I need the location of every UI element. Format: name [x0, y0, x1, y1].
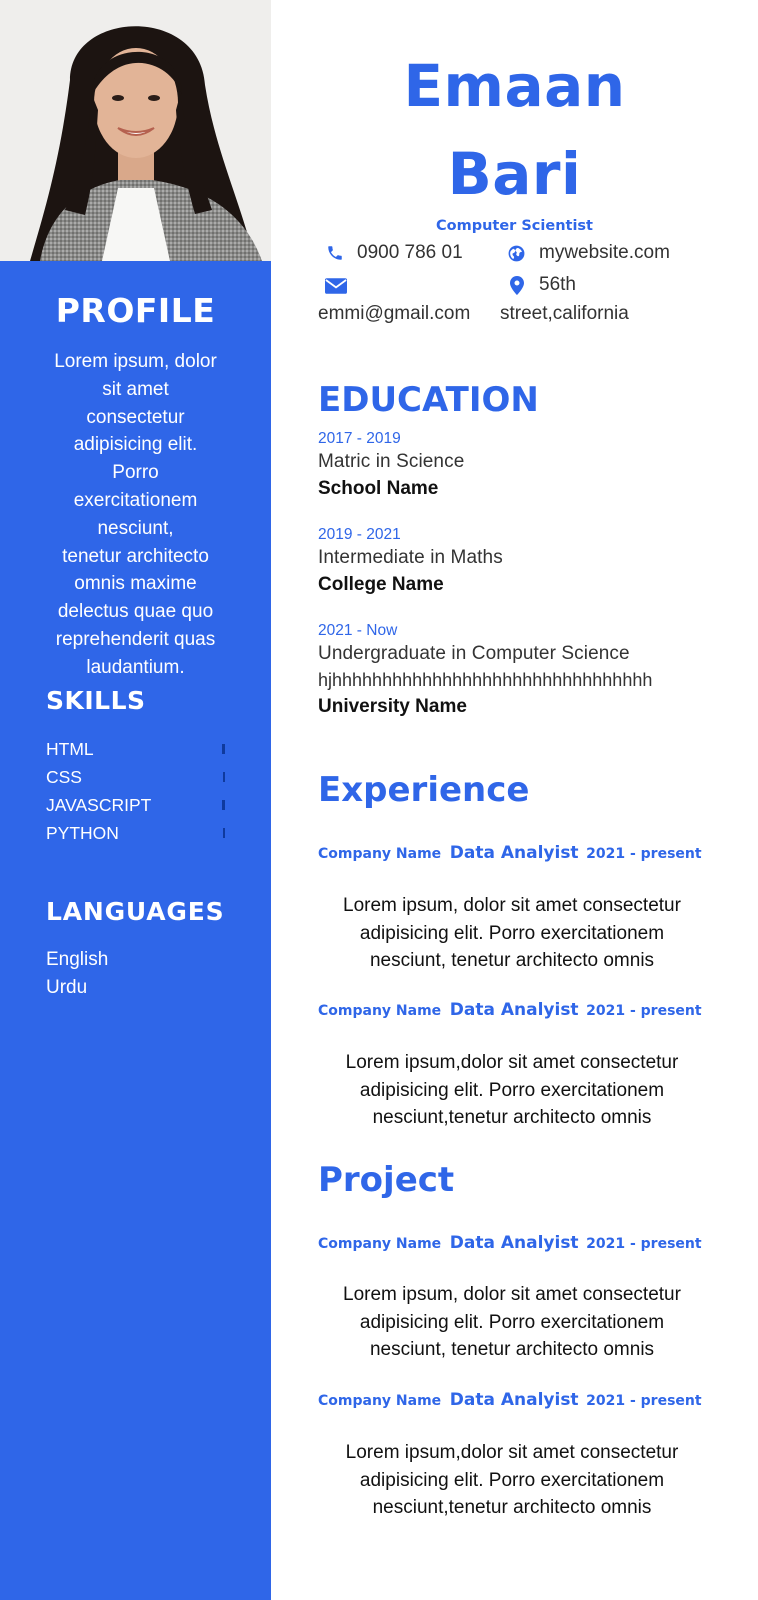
education-entry: 2017 - 2019 Matric in Science School Nam… [318, 429, 718, 503]
skill-label: HTML [46, 739, 94, 759]
profile-heading: PROFILE [55, 291, 216, 330]
profile-line: laudantium. [86, 656, 185, 678]
map-pin-icon [510, 276, 524, 299]
envelope-icon [325, 278, 347, 298]
profile-summary: Lorem ipsum, dolor sit amet consectetur … [28, 348, 243, 682]
education-degree: Intermediate in Maths [318, 547, 503, 568]
skill-label: CSS [46, 767, 82, 787]
project-description: Lorem ipsum, dolor sit amet consectetur … [318, 1281, 706, 1364]
profile-line: adipisicing elit. [73, 434, 198, 456]
description-line: nesciunt,tenetur architecto omnis [372, 1107, 652, 1129]
job-date: 2021 - present [586, 1393, 702, 1409]
skills-heading: SKILLS [46, 686, 146, 715]
contact-address-line1: 56th [539, 274, 576, 295]
skill-level-bar [222, 744, 225, 754]
skill-item: JAVASCRIPT [46, 793, 231, 821]
sidebar: PROFILE Lorem ipsum, dolor sit amet cons… [0, 0, 271, 1600]
profile-photo [0, 0, 271, 261]
company-name: Company Name [318, 1393, 442, 1409]
language-item: English [46, 949, 109, 970]
education-school: College Name [318, 574, 444, 595]
contact-phone: 0900 786 01 [357, 242, 463, 263]
company-name: Company Name [318, 1003, 442, 1019]
job-title: Computer Scientist [435, 218, 593, 234]
experience-entry-header: Company Name Data Analyist 2021 - presen… [318, 843, 703, 863]
last-name: Bari [447, 140, 582, 208]
profile-line: exercitationem [73, 489, 198, 511]
skills-list: HTML CSS JAVASCRIPT PYTHON [46, 737, 231, 849]
education-entry: 2019 - 2021 Intermediate in Maths Colleg… [318, 525, 718, 599]
contact-website[interactable]: mywebsite.com [539, 242, 670, 263]
experience-heading: Experience [318, 770, 530, 810]
languages-heading: LANGUAGES [46, 897, 225, 926]
language-item: Urdu [46, 976, 88, 998]
skill-label: JAVASCRIPT [46, 795, 152, 815]
description-line: Lorem ipsum,dolor sit amet consectetur [345, 1442, 679, 1463]
profile-line: sit amet [102, 378, 169, 400]
education-heading: EDUCATION [318, 380, 539, 420]
profile-line: reprehenderit quas [55, 628, 216, 650]
experience-description: Lorem ipsum, dolor sit amet consectetur … [318, 892, 706, 975]
project-heading: Project [318, 1160, 455, 1200]
profile-line: consectetur [86, 406, 185, 428]
company-name: Company Name [318, 1236, 442, 1252]
description-line: Lorem ipsum,dolor sit amet consectetur [345, 1052, 679, 1073]
company-name: Company Name [318, 846, 442, 862]
contact-address-line2: street,california [500, 303, 629, 324]
skill-level-bar [223, 772, 225, 782]
job-date: 2021 - present [586, 1003, 702, 1019]
education-date: 2017 - 2019 [318, 430, 401, 447]
job-role: Data Analyist [449, 1233, 579, 1253]
profile-line: omnis maxime [74, 573, 197, 595]
description-line: nesciunt,tenetur architecto omnis [372, 1497, 652, 1519]
project-entry-header: Company Name Data Analyist 2021 - presen… [318, 1390, 703, 1410]
skill-item: PYTHON [46, 821, 231, 849]
first-name: Emaan [403, 52, 626, 120]
description-line: adipisicing elit. Porro exercitationem [359, 1079, 665, 1101]
experience-description: Lorem ipsum,dolor sit amet consectetur a… [318, 1049, 706, 1132]
profile-line: Lorem ipsum, dolor [54, 351, 217, 372]
education-degree: Undergraduate in Computer Science [318, 643, 630, 664]
job-role: Data Analyist [449, 1000, 579, 1020]
education-degree-extra: hjhhhhhhhhhhhhhhhhhhhhhhhhhhhhhhhh [318, 670, 653, 690]
globe-icon [507, 244, 526, 267]
languages-list: English Urdu [46, 946, 108, 1001]
skill-item: CSS [46, 765, 231, 793]
description-line: Lorem ipsum, dolor sit amet consectetur [343, 895, 681, 916]
description-line: nesciunt, tenetur architecto omnis [369, 1339, 655, 1361]
skill-item: HTML [46, 737, 231, 765]
job-role: Data Analyist [449, 1390, 579, 1410]
description-line: Lorem ipsum, dolor sit amet consectetur [343, 1284, 681, 1305]
education-school: School Name [318, 478, 439, 499]
education-entry: 2021 - Now Undergraduate in Computer Sci… [318, 621, 708, 721]
skill-label: PYTHON [46, 823, 119, 843]
job-role: Data Analyist [449, 843, 579, 863]
description-line: adipisicing elit. Porro exercitationem [359, 922, 665, 944]
skill-level-bar [222, 800, 225, 810]
project-entry-header: Company Name Data Analyist 2021 - presen… [318, 1233, 703, 1253]
job-date: 2021 - present [586, 1236, 702, 1252]
profile-line: Porro [112, 462, 159, 484]
contact-email[interactable]: emmi@gmail.com [318, 303, 471, 324]
description-line: adipisicing elit. Porro exercitationem [359, 1469, 665, 1491]
description-line: adipisicing elit. Porro exercitationem [359, 1311, 665, 1333]
skill-level-bar [223, 828, 225, 838]
education-date: 2019 - 2021 [318, 526, 401, 543]
education-degree: Matric in Science [318, 451, 465, 472]
profile-line: tenetur architecto [62, 545, 209, 567]
project-description: Lorem ipsum,dolor sit amet consectetur a… [318, 1439, 706, 1522]
education-school: University Name [318, 696, 467, 717]
description-line: nesciunt, tenetur architecto omnis [369, 950, 655, 972]
job-date: 2021 - present [586, 846, 702, 862]
profile-line: nesciunt, [97, 517, 174, 539]
experience-entry-header: Company Name Data Analyist 2021 - presen… [318, 1000, 703, 1020]
phone-icon [326, 244, 344, 266]
profile-line: delectus quae quo [57, 601, 214, 623]
education-date: 2021 - Now [318, 622, 398, 639]
